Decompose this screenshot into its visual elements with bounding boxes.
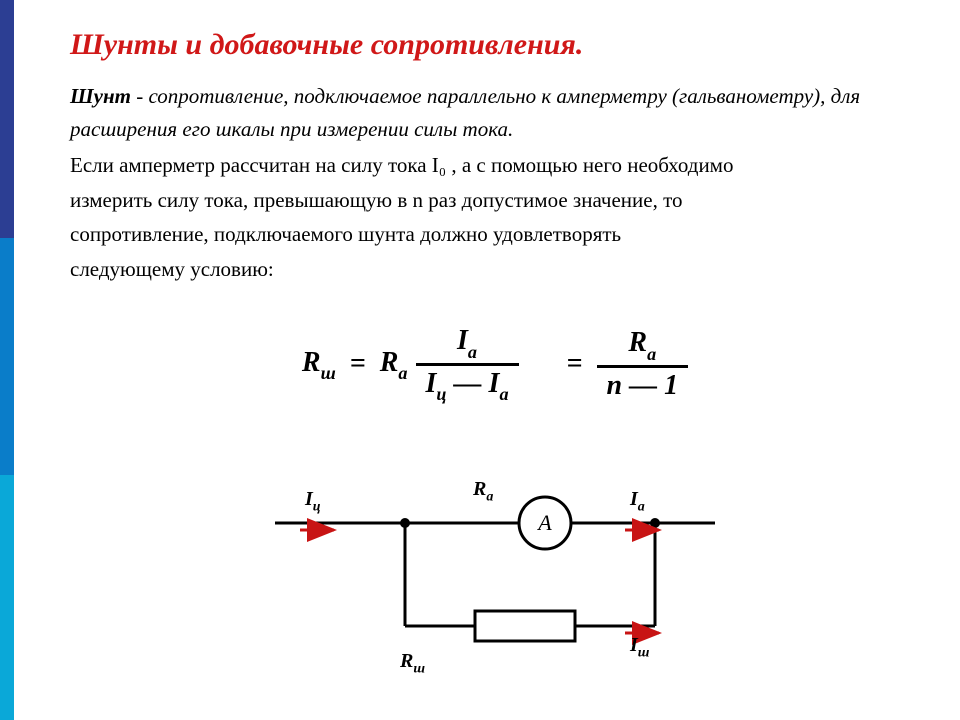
svg-text:Iц: Iц (304, 488, 321, 515)
paragraph-line-4: следующему условию: (70, 253, 920, 286)
paragraph-line-2: измерить силу тока, превышающую в n раз … (70, 184, 920, 217)
frac1-den-Iц-sub: ц (436, 384, 446, 404)
frac2-den-n: n (607, 370, 623, 401)
formula: Rш = Ra Ia Iц — Ia = Ra (302, 325, 688, 403)
body-text: Шунт - сопротивление, подключаемое парал… (70, 80, 920, 285)
frac2-den-minus: — (629, 370, 657, 401)
formula-frac-2: Ra n — 1 (597, 327, 689, 402)
frac1-den: Iц — Ia (416, 363, 519, 404)
frac1-den-Ia-var: I (489, 368, 500, 399)
paragraph-line-1: Если амперметр рассчитан на силу тока I₀… (70, 149, 920, 182)
frac1-den-Ia-sub: a (499, 384, 508, 404)
formula-Ra: Ra (380, 347, 408, 383)
frac2-den: n — 1 (597, 365, 689, 402)
formula-Ra-var: R (380, 347, 399, 378)
frac1-num-var: I (457, 325, 468, 356)
frac2-num-sub: a (647, 344, 656, 364)
frac1-den-Iц-var: I (426, 368, 437, 399)
frac2-den-1: 1 (664, 370, 678, 401)
accent-segment-top (0, 0, 14, 238)
formula-area: Rш = Ra Ia Iц — Ia = Ra (70, 325, 920, 403)
formula-lhs-sub: ш (321, 363, 336, 383)
circuit-diagram: A Iц Ra Ia Rш Iш (235, 453, 755, 683)
equals-2: = (527, 348, 589, 380)
accent-segment-bot (0, 475, 14, 720)
paragraph-line-3: сопротивление, подключаемого шунта должн… (70, 218, 920, 251)
equals-1: = (344, 348, 372, 380)
formula-Ra-sub: a (398, 363, 407, 383)
formula-lhs: Rш (302, 347, 336, 383)
frac2-num: Ra (618, 327, 666, 365)
definition-term: Шунт (70, 84, 131, 108)
accent-segment-mid (0, 238, 14, 476)
svg-text:Ia: Ia (629, 488, 645, 515)
frac2-num-var: R (628, 327, 647, 358)
svg-text:A: A (536, 510, 552, 535)
definition-rest: - сопротивление, подключаемое параллельн… (70, 84, 860, 141)
formula-lhs-var: R (302, 347, 321, 378)
definition-line: Шунт - сопротивление, подключаемое парал… (70, 80, 920, 145)
formula-frac-1: Ia Iц — Ia (416, 325, 519, 403)
frac1-num: Ia (447, 325, 487, 363)
accent-bar (0, 0, 14, 720)
frac1-num-sub: a (468, 342, 477, 362)
svg-text:Iш: Iш (629, 634, 650, 661)
slide-title: Шунты и добавочные сопротивления. (70, 20, 920, 62)
svg-text:Rш: Rш (399, 650, 425, 677)
slide: Шунты и добавочные сопротивления. Шунт -… (0, 0, 960, 720)
frac1-den-minus: — (454, 368, 482, 399)
svg-text:Ra: Ra (472, 478, 493, 505)
diagram-area: A Iц Ra Ia Rш Iш (70, 453, 920, 683)
